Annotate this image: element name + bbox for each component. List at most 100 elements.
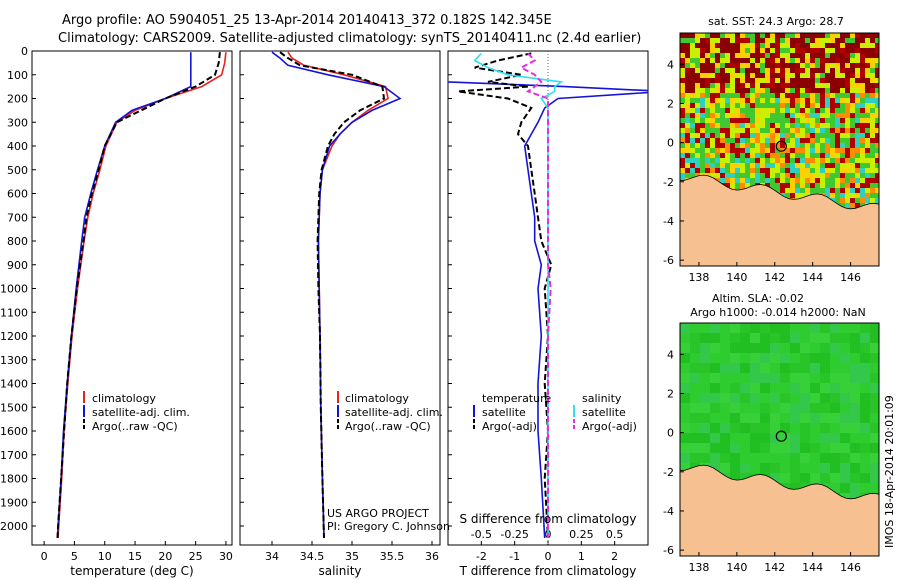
sst-cell [760,173,765,178]
sla-cell [720,343,730,353]
sst-cell [795,173,800,178]
sst-cell [705,168,710,173]
sla-cell [790,343,800,353]
sst-cell [750,38,755,43]
sst-cell [810,168,815,173]
sla-cell [800,473,810,483]
sla-cell [870,453,879,463]
sst-cell [840,33,845,38]
sst-cell [805,183,810,188]
sst-cell [840,83,845,88]
sst-cell [875,53,879,58]
sla-cell [820,433,830,443]
sst-cell [825,88,830,93]
sst-cell [750,83,755,88]
sla-cell [720,403,730,413]
sst-cell [870,63,875,68]
sst-cell [735,138,740,143]
sla-cell [720,373,730,383]
sst-cell [695,113,700,118]
sst-cell [860,98,865,103]
sla-cell [790,383,800,393]
sst-cell [860,198,865,203]
sst-cell [870,108,875,113]
sla-cell [760,433,770,443]
sst-cell [780,98,785,103]
depth-tick-label: 1200 [0,330,28,343]
sst-cell [765,33,770,38]
sst-cell [820,83,825,88]
sst-cell [805,113,810,118]
sla-cell [770,413,780,423]
sla-cell [740,473,750,483]
sst-cell [775,118,780,123]
sla-cell [860,463,870,473]
sst-cell [765,63,770,68]
sst-cell [780,103,785,108]
sst-cell [750,153,755,158]
sst-cell [820,108,825,113]
sst-cell [710,173,715,178]
sst-cell [770,178,775,183]
sst-cell [765,98,770,103]
sst-cell [870,58,875,63]
sst-cell [750,88,755,93]
sst-cell [870,73,875,78]
sst-cell [810,163,815,168]
sst-cell [700,38,705,43]
sst-cell [680,123,685,128]
sst-cell [805,128,810,133]
map-y-tick-label: 2 [667,387,674,400]
sla-cell [870,343,879,353]
sst-cell [860,158,865,163]
sst-cell [800,143,805,148]
sst-cell [745,108,750,113]
sst-cell [755,128,760,133]
sst-cell [805,108,810,113]
sst-cell [730,93,735,98]
sst-cell [705,138,710,143]
sla-cell [810,363,820,373]
sst-cell [720,103,725,108]
sst-cell [735,93,740,98]
sla-cell [780,353,790,363]
sst-cell [830,163,835,168]
sst-cell [825,33,830,38]
sst-cell [755,118,760,123]
sst-cell [710,78,715,83]
sst-cell [860,68,865,73]
sst-cell [735,163,740,168]
sst-cell [875,188,879,193]
sst-cell [860,183,865,188]
sst-cell [855,188,860,193]
sst-cell [700,113,705,118]
sst-cell [870,53,875,58]
sst-cell [730,128,735,133]
sst-cell [820,88,825,93]
map-y-tick-label: -6 [663,254,674,267]
sla-cell [760,363,770,373]
sst-cell [780,118,785,123]
sst-cell [725,128,730,133]
sst-cell [745,88,750,93]
sst-cell [680,88,685,93]
sla-cell [840,433,850,443]
sst-cell [710,53,715,58]
sst-cell [700,93,705,98]
sst-cell [860,193,865,198]
sst-cell [700,138,705,143]
sst-cell [710,63,715,68]
sst-cell [790,163,795,168]
sla-cell [870,403,879,413]
sst-cell [730,173,735,178]
sst-cell [760,63,765,68]
sst-cell [815,68,820,73]
sst-cell [760,148,765,153]
sst-cell [825,103,830,108]
sla-cell [720,423,730,433]
sst-cell [800,33,805,38]
sla-cell [840,353,850,363]
sla-cell [800,393,810,403]
sst-cell [730,83,735,88]
sst-cell [795,93,800,98]
